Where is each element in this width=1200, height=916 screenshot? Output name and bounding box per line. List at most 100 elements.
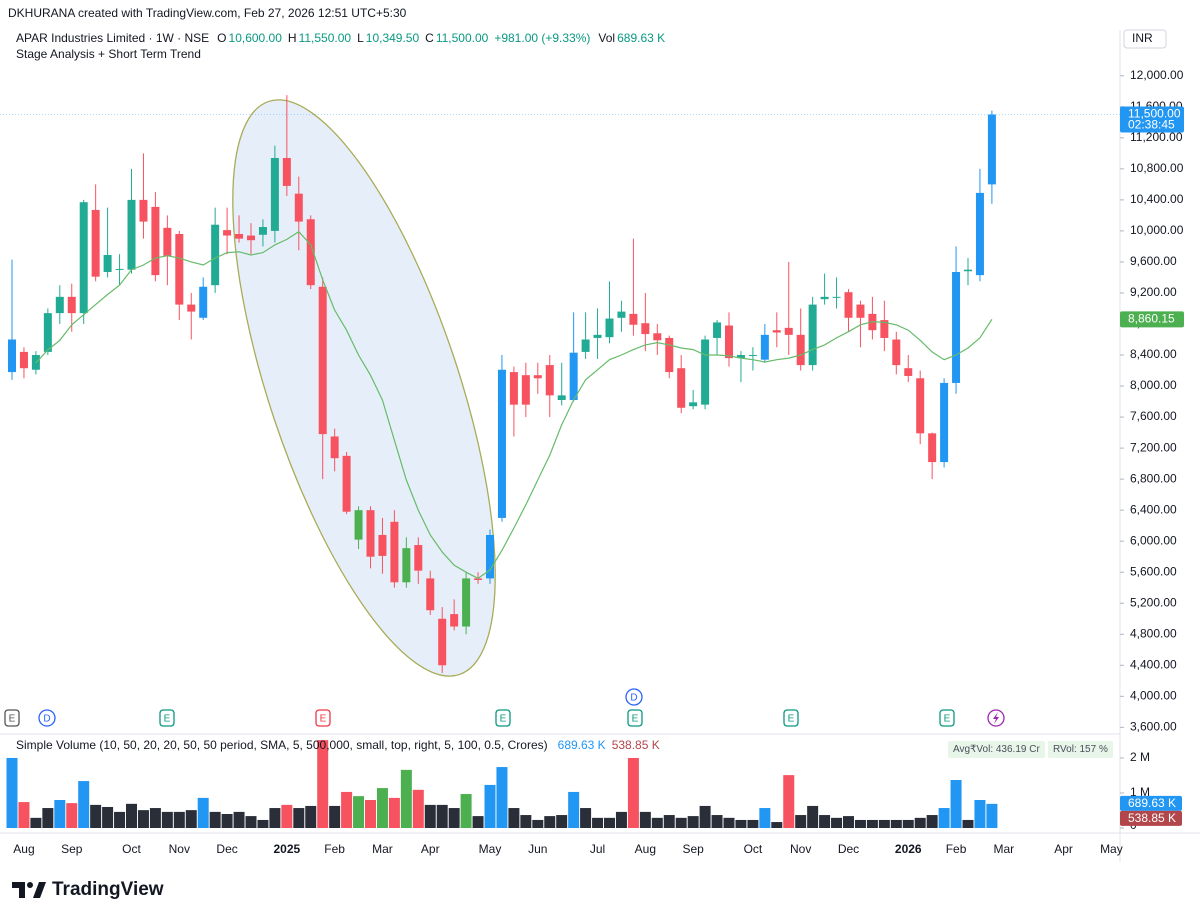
candle-body [975, 192, 984, 276]
volume-bar [126, 803, 137, 828]
candle-body [199, 286, 208, 318]
candle-body [629, 313, 638, 325]
event-marker [625, 688, 643, 706]
candle-body [294, 193, 303, 222]
candle-body [605, 318, 614, 338]
candle-body [509, 372, 518, 405]
volume-bar [592, 817, 604, 828]
volume-bar [532, 819, 544, 828]
event-marker [939, 709, 955, 727]
volume-bar [687, 816, 699, 828]
volume-legend-line: Simple Volume (10, 50, 20, 20, 50, 50 pe… [16, 738, 660, 752]
candle-body [557, 395, 566, 401]
x-tick-label: Sep [682, 842, 704, 856]
volume-bar [556, 815, 568, 828]
x-tick-label: 2026 [895, 842, 922, 856]
candle-body [808, 304, 817, 366]
candle-body [689, 402, 698, 407]
avg-vol: Avg₹Vol: 436.19 Cr [948, 741, 1045, 758]
volume-bar [699, 805, 711, 828]
volume-bar [783, 775, 795, 828]
y-tick-label: 12,000.00 [1130, 68, 1184, 82]
volume-bar [843, 816, 854, 828]
candle-body [79, 202, 88, 314]
volume-legend-value: 689.63 K [557, 738, 606, 752]
event-marker [159, 709, 175, 727]
candle-body [414, 545, 423, 571]
x-tick-label: Mar [372, 842, 393, 856]
x-tick-label: Apr [421, 842, 440, 856]
x-tick-label: Dec [216, 842, 237, 856]
ohlc-value: 10,349.50 [365, 31, 420, 45]
x-tick-label: Apr [1054, 842, 1073, 856]
logo-icon [12, 882, 46, 898]
volume-legend: Simple Volume (10, 50, 20, 20, 50, 50 pe… [16, 738, 548, 752]
volume-bar [926, 815, 938, 828]
event-marker [495, 709, 511, 727]
candle-body [940, 382, 949, 463]
volume-tag [1120, 795, 1182, 811]
candle-body [952, 272, 961, 383]
candle-body [426, 578, 435, 611]
candle-body [151, 206, 160, 276]
x-tick-label: May [479, 842, 502, 856]
volume-bar [914, 817, 926, 828]
x-tick-label: Nov [169, 842, 190, 856]
x-tick-label: Feb [946, 842, 967, 856]
y-tick-label: 4,400.00 [1130, 657, 1177, 671]
x-tick-label: Feb [324, 842, 345, 856]
volume-bar [173, 811, 185, 828]
candle-body [342, 455, 351, 512]
volume-bar [90, 804, 102, 828]
candle-body [545, 365, 554, 396]
volume-bar [484, 784, 496, 828]
volume-bar [759, 808, 771, 828]
change: +981.00 (+9.33%) [494, 31, 591, 45]
volume-bar [269, 808, 281, 828]
currency: INR [1132, 31, 1153, 45]
candle-body [115, 268, 124, 270]
candle-body [593, 334, 602, 338]
candle-body [713, 322, 722, 338]
volume-bar [974, 799, 986, 828]
volume-tag-label: 689.63 K [1128, 796, 1176, 810]
candle-body [617, 311, 626, 318]
currency-box [1123, 29, 1167, 49]
volume-bar [938, 808, 950, 828]
volume-tag [1120, 810, 1182, 826]
volume-bar [639, 811, 651, 828]
event-marker [783, 709, 799, 727]
symbol-line: APAR Industries Limited · 1W · NSE O 10,6… [16, 31, 665, 45]
volume-bar [54, 799, 66, 828]
volume-bar [723, 817, 735, 828]
volume-bar [114, 811, 126, 828]
volume-bar [735, 819, 747, 828]
x-tick-label: Jun [528, 842, 547, 856]
y-tick-label: 5,200.00 [1130, 595, 1177, 609]
candle-body [282, 157, 291, 186]
candle-body [784, 327, 793, 335]
x-tick-label: Aug [635, 842, 656, 856]
volume-bar [293, 808, 305, 828]
volume-bar [233, 811, 245, 828]
volume-bar [663, 815, 675, 828]
volume-bar [615, 811, 627, 828]
candle-body [569, 352, 578, 401]
x-tick-label: Jul [590, 842, 605, 856]
volume-bar [819, 815, 831, 828]
volume-bar [711, 815, 723, 828]
candle-body [306, 219, 315, 286]
candle-body [772, 330, 781, 333]
volume-bar [197, 797, 209, 828]
ohlc-key: L [357, 31, 364, 45]
candle-body [928, 433, 937, 463]
candle-body [223, 230, 232, 236]
ohlc-value: 11,550.00 [298, 31, 352, 45]
candle-body [127, 199, 136, 270]
candle-body [318, 286, 327, 435]
indicator: Stage Analysis + Short Term Trend [16, 47, 201, 61]
y-tick-label: 3,600.00 [1130, 720, 1177, 734]
candle-body [880, 320, 889, 338]
event-label: E [788, 714, 795, 725]
